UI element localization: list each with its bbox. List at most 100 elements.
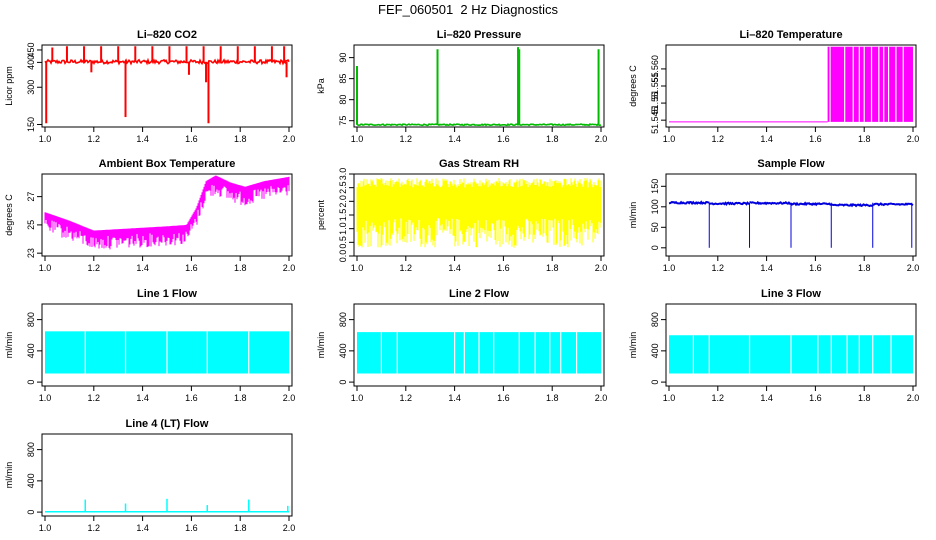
plot-frame [665, 173, 917, 257]
x-tick-label: 1.8 [234, 134, 247, 144]
x-tick-label: 1.4 [136, 263, 149, 273]
x-tick-label: 1.4 [760, 134, 773, 144]
x-tick-label: 2.0 [595, 263, 608, 273]
y-axis-label: ml/min [316, 332, 326, 359]
x-tick-label: 1.0 [39, 263, 52, 273]
panel-9: Line 3 Flow ml/min 1.0 1.2 1.4 1.6 1.8 2.0 0 400 8… [628, 288, 919, 403]
data-trace [749, 200, 792, 206]
y-tick-label: 3.0 [338, 168, 348, 181]
y-tick-label: 51.560 [650, 55, 660, 83]
y-tick-label: 400 [26, 473, 36, 488]
y-tick-label: 0.0 [338, 250, 348, 263]
y-tick-label: 800 [26, 312, 36, 327]
data-trace [44, 175, 290, 250]
panel-3: Li–820 Temperature degrees C 1.0 1.2 1.4 1.6 1… [628, 29, 919, 144]
y-tick-label: 800 [650, 312, 660, 327]
x-tick-label: 1.0 [351, 393, 364, 403]
data-trace [831, 202, 874, 208]
x-tick-label: 1.0 [39, 134, 52, 144]
y-tick-label: 0 [26, 380, 36, 385]
y-tick-label: 80 [338, 95, 348, 105]
y-tick-label: 800 [338, 312, 348, 327]
plot-frame [353, 44, 605, 128]
x-tick-label: 1.6 [809, 134, 822, 144]
series-line [357, 332, 601, 374]
x-tick-label: 1.8 [234, 263, 247, 273]
x-tick-label: 1.6 [185, 523, 198, 533]
panel-1: Li–820 CO2 Licor ppm 1.0 1.2 1.4 1.6 1.8 2.0 150… [4, 29, 295, 144]
y-tick-label: 27 [26, 192, 36, 202]
plot-frame [41, 303, 293, 387]
x-tick-label: 1.0 [39, 523, 52, 533]
plot-frame [353, 303, 605, 387]
series-line [45, 498, 289, 513]
x-tick-label: 1.0 [351, 134, 364, 144]
y-tick-label: 0.5 [338, 236, 348, 249]
series-line [44, 46, 290, 124]
y-axis-label: Licor ppm [4, 66, 14, 106]
y-tick-label: 0 [338, 380, 348, 385]
data-trace [44, 57, 290, 66]
x-tick-label: 1.0 [39, 393, 52, 403]
x-tick-label: 1.6 [497, 134, 510, 144]
x-tick-label: 1.6 [809, 393, 822, 403]
panel-7: Line 1 Flow ml/min 1.0 1.2 1.4 1.6 1.8 2.0 0 400 8… [4, 288, 295, 403]
series-line [668, 200, 914, 248]
y-tick-label: 300 [26, 80, 36, 95]
y-axis-label: ml/min [628, 202, 638, 229]
y-axis-label: kPa [316, 78, 326, 94]
y-tick-label: 400 [26, 55, 36, 70]
panel-title: Sample Flow [757, 158, 825, 170]
data-trace [790, 201, 832, 207]
x-tick-label: 2.0 [283, 134, 296, 144]
x-tick-label: 1.4 [136, 523, 149, 533]
series-line [356, 47, 602, 127]
y-tick-label: 75 [338, 116, 348, 126]
x-tick-label: 2.0 [907, 393, 920, 403]
series-line [45, 331, 289, 374]
x-tick-label: 1.8 [234, 393, 247, 403]
panel-title: Line 4 (LT) Flow [126, 418, 209, 430]
series-line [669, 46, 913, 123]
y-tick-label: 1.5 [338, 209, 348, 222]
series-line [669, 335, 913, 374]
x-tick-label: 1.4 [448, 134, 461, 144]
panel-4: Ambient Box Temperature degrees C 1.0 1.2 1.… [4, 158, 295, 273]
x-tick-label: 2.0 [907, 134, 920, 144]
panel-title: Line 3 Flow [761, 288, 821, 300]
data-trace [872, 202, 914, 207]
plot-frame [665, 303, 917, 387]
x-tick-label: 1.2 [88, 134, 101, 144]
data-block [827, 46, 913, 122]
panel-title: Li–820 Pressure [437, 29, 521, 41]
y-axis-label: percent [316, 199, 326, 230]
data-trace [668, 200, 710, 206]
plot-frame [41, 44, 293, 128]
panel-title: Li–820 Temperature [739, 29, 842, 41]
x-tick-label: 1.2 [400, 263, 413, 273]
x-tick-label: 1.8 [546, 134, 559, 144]
x-tick-label: 1.2 [712, 263, 725, 273]
x-tick-label: 1.6 [185, 134, 198, 144]
y-tick-label: 400 [650, 343, 660, 358]
series-line [356, 178, 602, 248]
y-tick-label: 23 [26, 248, 36, 258]
x-tick-label: 1.8 [858, 393, 871, 403]
y-axis-label: degrees C [4, 194, 14, 236]
x-tick-label: 1.2 [88, 523, 101, 533]
data-trace [709, 201, 750, 206]
x-tick-label: 1.6 [185, 393, 198, 403]
plot-frame [41, 173, 293, 257]
x-tick-label: 1.8 [546, 263, 559, 273]
x-tick-label: 2.0 [283, 263, 296, 273]
x-tick-label: 1.0 [663, 134, 676, 144]
panel-5: Gas Stream RH percent 1.0 1.2 1.4 1.6 1.8 2.0 0.… [316, 158, 607, 273]
x-tick-label: 1.6 [185, 263, 198, 273]
x-tick-label: 1.8 [546, 393, 559, 403]
x-tick-label: 1.4 [136, 134, 149, 144]
y-tick-label: 90 [338, 53, 348, 63]
panel-6: Sample Flow ml/min 1.0 1.2 1.4 1.6 1.8 2.0 0 50 10… [628, 158, 919, 273]
x-tick-label: 1.8 [858, 263, 871, 273]
x-tick-label: 1.6 [809, 263, 822, 273]
y-tick-label: 0 [650, 380, 660, 385]
